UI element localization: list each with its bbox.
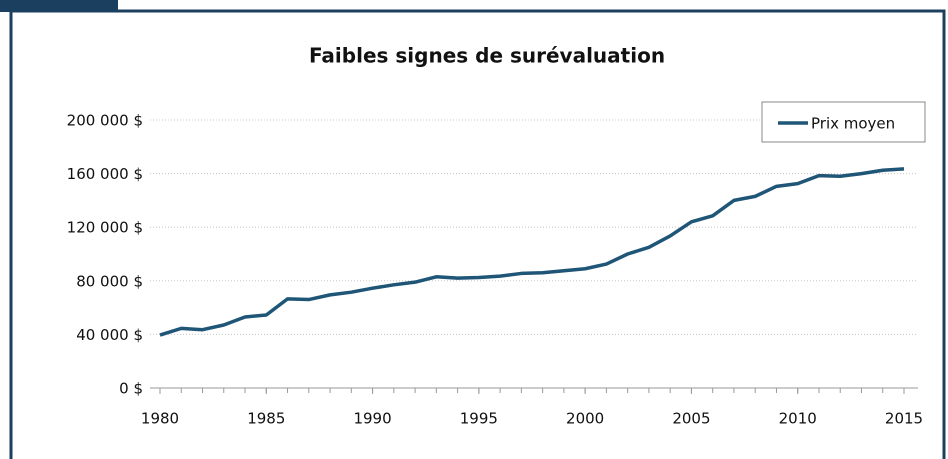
- figure-tab: [0, 0, 118, 12]
- y-tick-label: 0 $: [119, 380, 143, 398]
- y-tick-label: 40 000 $: [76, 326, 143, 344]
- x-tick-label: 2010: [779, 410, 817, 428]
- frame: [9, 9, 946, 459]
- x-tick-label: 1980: [141, 410, 179, 428]
- x-tick-label: 1985: [247, 410, 285, 428]
- x-tick-label: 2005: [672, 410, 710, 428]
- x-tick-label: 1990: [353, 410, 391, 428]
- x-tick-label: 2000: [566, 410, 604, 428]
- series-line: [159, 167, 905, 337]
- y-tick-label: 160 000 $: [67, 165, 143, 183]
- y-tick-label: 200 000 $: [67, 112, 143, 130]
- x-tick-label: 1995: [460, 410, 498, 428]
- y-tick-label: 120 000 $: [67, 219, 143, 237]
- legend-label: Prix moyen: [811, 115, 895, 133]
- chart-title: Faibles signes de surévaluation: [309, 44, 665, 68]
- x-tick-label: 2015: [885, 410, 923, 428]
- y-tick-label: 80 000 $: [76, 272, 143, 290]
